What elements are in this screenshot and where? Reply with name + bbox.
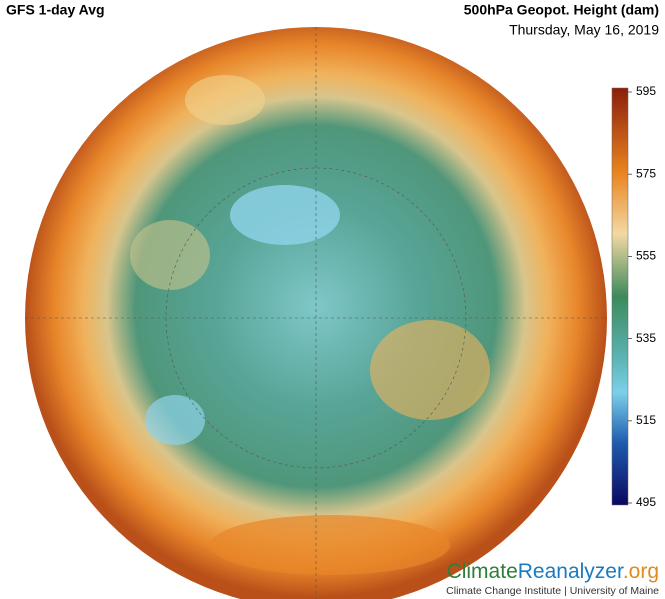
- date: Thursday, May 16, 2019: [509, 22, 659, 38]
- colorbar: [611, 87, 629, 506]
- colorbar-tick-label: 595: [636, 84, 656, 98]
- globe-map: [25, 27, 607, 599]
- logo-part: Reanalyzer: [518, 560, 624, 583]
- logo-part: .org: [623, 560, 659, 583]
- logo: ClimateReanalyzer.org: [447, 560, 659, 583]
- logo-part: Climate: [447, 560, 518, 583]
- colorbar-tick-label: 535: [636, 331, 656, 345]
- globe: [25, 27, 607, 599]
- field-blobs: [25, 27, 607, 599]
- colorbar-tick-label: 515: [636, 413, 656, 427]
- map-title: GFS 1-day Avg: [6, 2, 105, 18]
- colorbar-tick-label: 555: [636, 249, 656, 263]
- logo-subtitle: Climate Change Institute | University of…: [446, 585, 659, 597]
- colorbar-tick-label: 575: [636, 166, 656, 180]
- colorbar-tick-label: 495: [636, 495, 656, 509]
- variable-title: 500hPa Geopot. Height (dam): [464, 2, 659, 18]
